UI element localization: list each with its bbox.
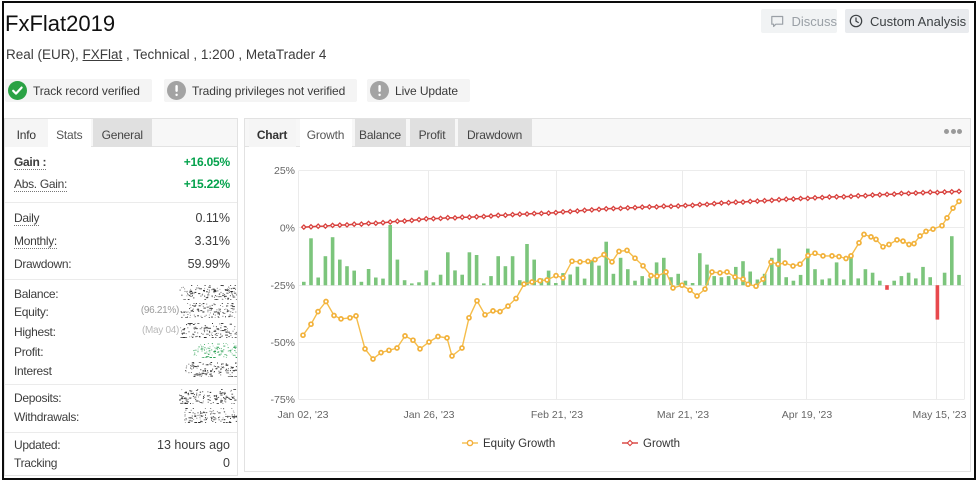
svg-text:Feb 21, '23: Feb 21, '23 (531, 409, 583, 421)
svg-text:Growth: Growth (643, 438, 680, 450)
svg-text:25%: 25% (274, 165, 295, 177)
svg-text:-50%: -50% (270, 337, 295, 349)
svg-text:-25%: -25% (270, 280, 295, 292)
svg-text:Apr 19, '23: Apr 19, '23 (782, 409, 833, 421)
svg-text:Equity Growth: Equity Growth (483, 438, 555, 450)
svg-text:Jan 02, '23: Jan 02, '23 (277, 409, 328, 421)
svg-text:May 15, '23: May 15, '23 (913, 409, 967, 421)
svg-text:Mar 21, '23: Mar 21, '23 (657, 409, 709, 421)
svg-text:Jan 26, '23: Jan 26, '23 (403, 409, 454, 421)
svg-text:0%: 0% (280, 223, 295, 235)
svg-text:-75%: -75% (270, 394, 295, 406)
